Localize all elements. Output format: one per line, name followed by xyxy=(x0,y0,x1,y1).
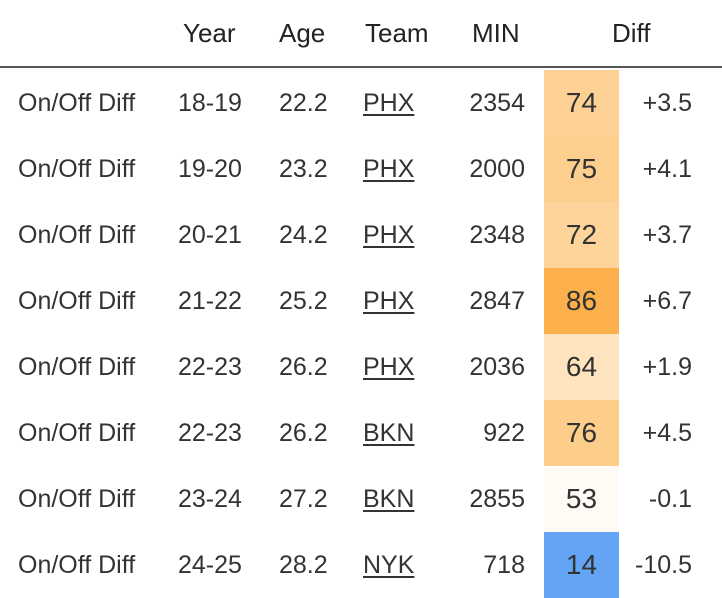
table-row: On/Off Diff 22-23 26.2 PHX 2036 64 +1.9 xyxy=(0,334,722,400)
diff-cell: -0.1 xyxy=(648,485,692,513)
team-link[interactable]: PHX xyxy=(363,89,415,117)
table-row: On/Off Diff 24-25 28.2 NYK 718 14 -10.5 xyxy=(0,532,722,598)
table-header: Year Age Team MIN Diff xyxy=(0,0,722,68)
diff-cell: -10.5 xyxy=(635,551,692,579)
row-label: On/Off Diff xyxy=(18,551,136,579)
header-year[interactable]: Year xyxy=(183,18,236,48)
team-link[interactable]: NYK xyxy=(363,551,415,579)
team-link[interactable]: PHX xyxy=(363,155,415,183)
diff-cell: +1.9 xyxy=(642,353,692,381)
header-diff[interactable]: Diff xyxy=(612,18,651,48)
year-cell: 23-24 xyxy=(178,485,242,513)
minutes-cell: 2348 xyxy=(469,221,525,249)
team-link[interactable]: PHX xyxy=(363,221,415,249)
year-cell: 24-25 xyxy=(178,551,242,579)
minutes-cell: 2000 xyxy=(469,155,525,183)
percentile-cell: 86 xyxy=(544,268,619,334)
year-cell: 20-21 xyxy=(178,221,242,249)
age-cell: 22.2 xyxy=(279,89,328,117)
row-label: On/Off Diff xyxy=(18,353,136,381)
team-link[interactable]: PHX xyxy=(363,353,415,381)
minutes-cell: 2855 xyxy=(469,485,525,513)
age-cell: 24.2 xyxy=(279,221,328,249)
year-cell: 19-20 xyxy=(178,155,242,183)
age-cell: 28.2 xyxy=(279,551,328,579)
row-label: On/Off Diff xyxy=(18,287,136,315)
age-cell: 25.2 xyxy=(279,287,328,315)
percentile-cell: 72 xyxy=(544,202,619,268)
age-cell: 26.2 xyxy=(279,353,328,381)
age-cell: 27.2 xyxy=(279,485,328,513)
minutes-cell: 922 xyxy=(483,419,525,447)
header-team[interactable]: Team xyxy=(365,18,429,48)
header-min[interactable]: MIN xyxy=(472,18,520,48)
year-cell: 18-19 xyxy=(178,89,242,117)
year-cell: 22-23 xyxy=(178,419,242,447)
table-row: On/Off Diff 23-24 27.2 BKN 2855 53 -0.1 xyxy=(0,466,722,532)
table-row: On/Off Diff 19-20 23.2 PHX 2000 75 +4.1 xyxy=(0,136,722,202)
diff-cell: +3.7 xyxy=(642,221,692,249)
row-label: On/Off Diff xyxy=(18,89,136,117)
diff-cell: +4.5 xyxy=(642,419,692,447)
percentile-cell: 14 xyxy=(544,532,619,598)
diff-cell: +4.1 xyxy=(642,155,692,183)
percentile-cell: 75 xyxy=(544,136,619,202)
row-label: On/Off Diff xyxy=(18,221,136,249)
age-cell: 26.2 xyxy=(279,419,328,447)
table-row: On/Off Diff 22-23 26.2 BKN 922 76 +4.5 xyxy=(0,400,722,466)
table-row: On/Off Diff 18-19 22.2 PHX 2354 74 +3.5 xyxy=(0,70,722,136)
row-label: On/Off Diff xyxy=(18,485,136,513)
team-link[interactable]: PHX xyxy=(363,287,415,315)
percentile-cell: 76 xyxy=(544,400,619,466)
header-age[interactable]: Age xyxy=(279,18,326,48)
diff-cell: +3.5 xyxy=(642,89,692,117)
minutes-cell: 718 xyxy=(483,551,525,579)
table-row: On/Off Diff 21-22 25.2 PHX 2847 86 +6.7 xyxy=(0,268,722,334)
row-label: On/Off Diff xyxy=(18,419,136,447)
minutes-cell: 2036 xyxy=(469,353,525,381)
year-cell: 22-23 xyxy=(178,353,242,381)
team-link[interactable]: BKN xyxy=(363,419,415,447)
percentile-cell: 64 xyxy=(544,334,619,400)
team-link[interactable]: BKN xyxy=(363,485,415,513)
row-label: On/Off Diff xyxy=(18,155,136,183)
minutes-cell: 2354 xyxy=(469,89,525,117)
percentile-cell: 74 xyxy=(544,70,619,136)
diff-cell: +6.7 xyxy=(642,287,692,315)
minutes-cell: 2847 xyxy=(469,287,525,315)
percentile-cell: 53 xyxy=(544,466,619,532)
age-cell: 23.2 xyxy=(279,155,328,183)
year-cell: 21-22 xyxy=(178,287,242,315)
table-row: On/Off Diff 20-21 24.2 PHX 2348 72 +3.7 xyxy=(0,202,722,268)
